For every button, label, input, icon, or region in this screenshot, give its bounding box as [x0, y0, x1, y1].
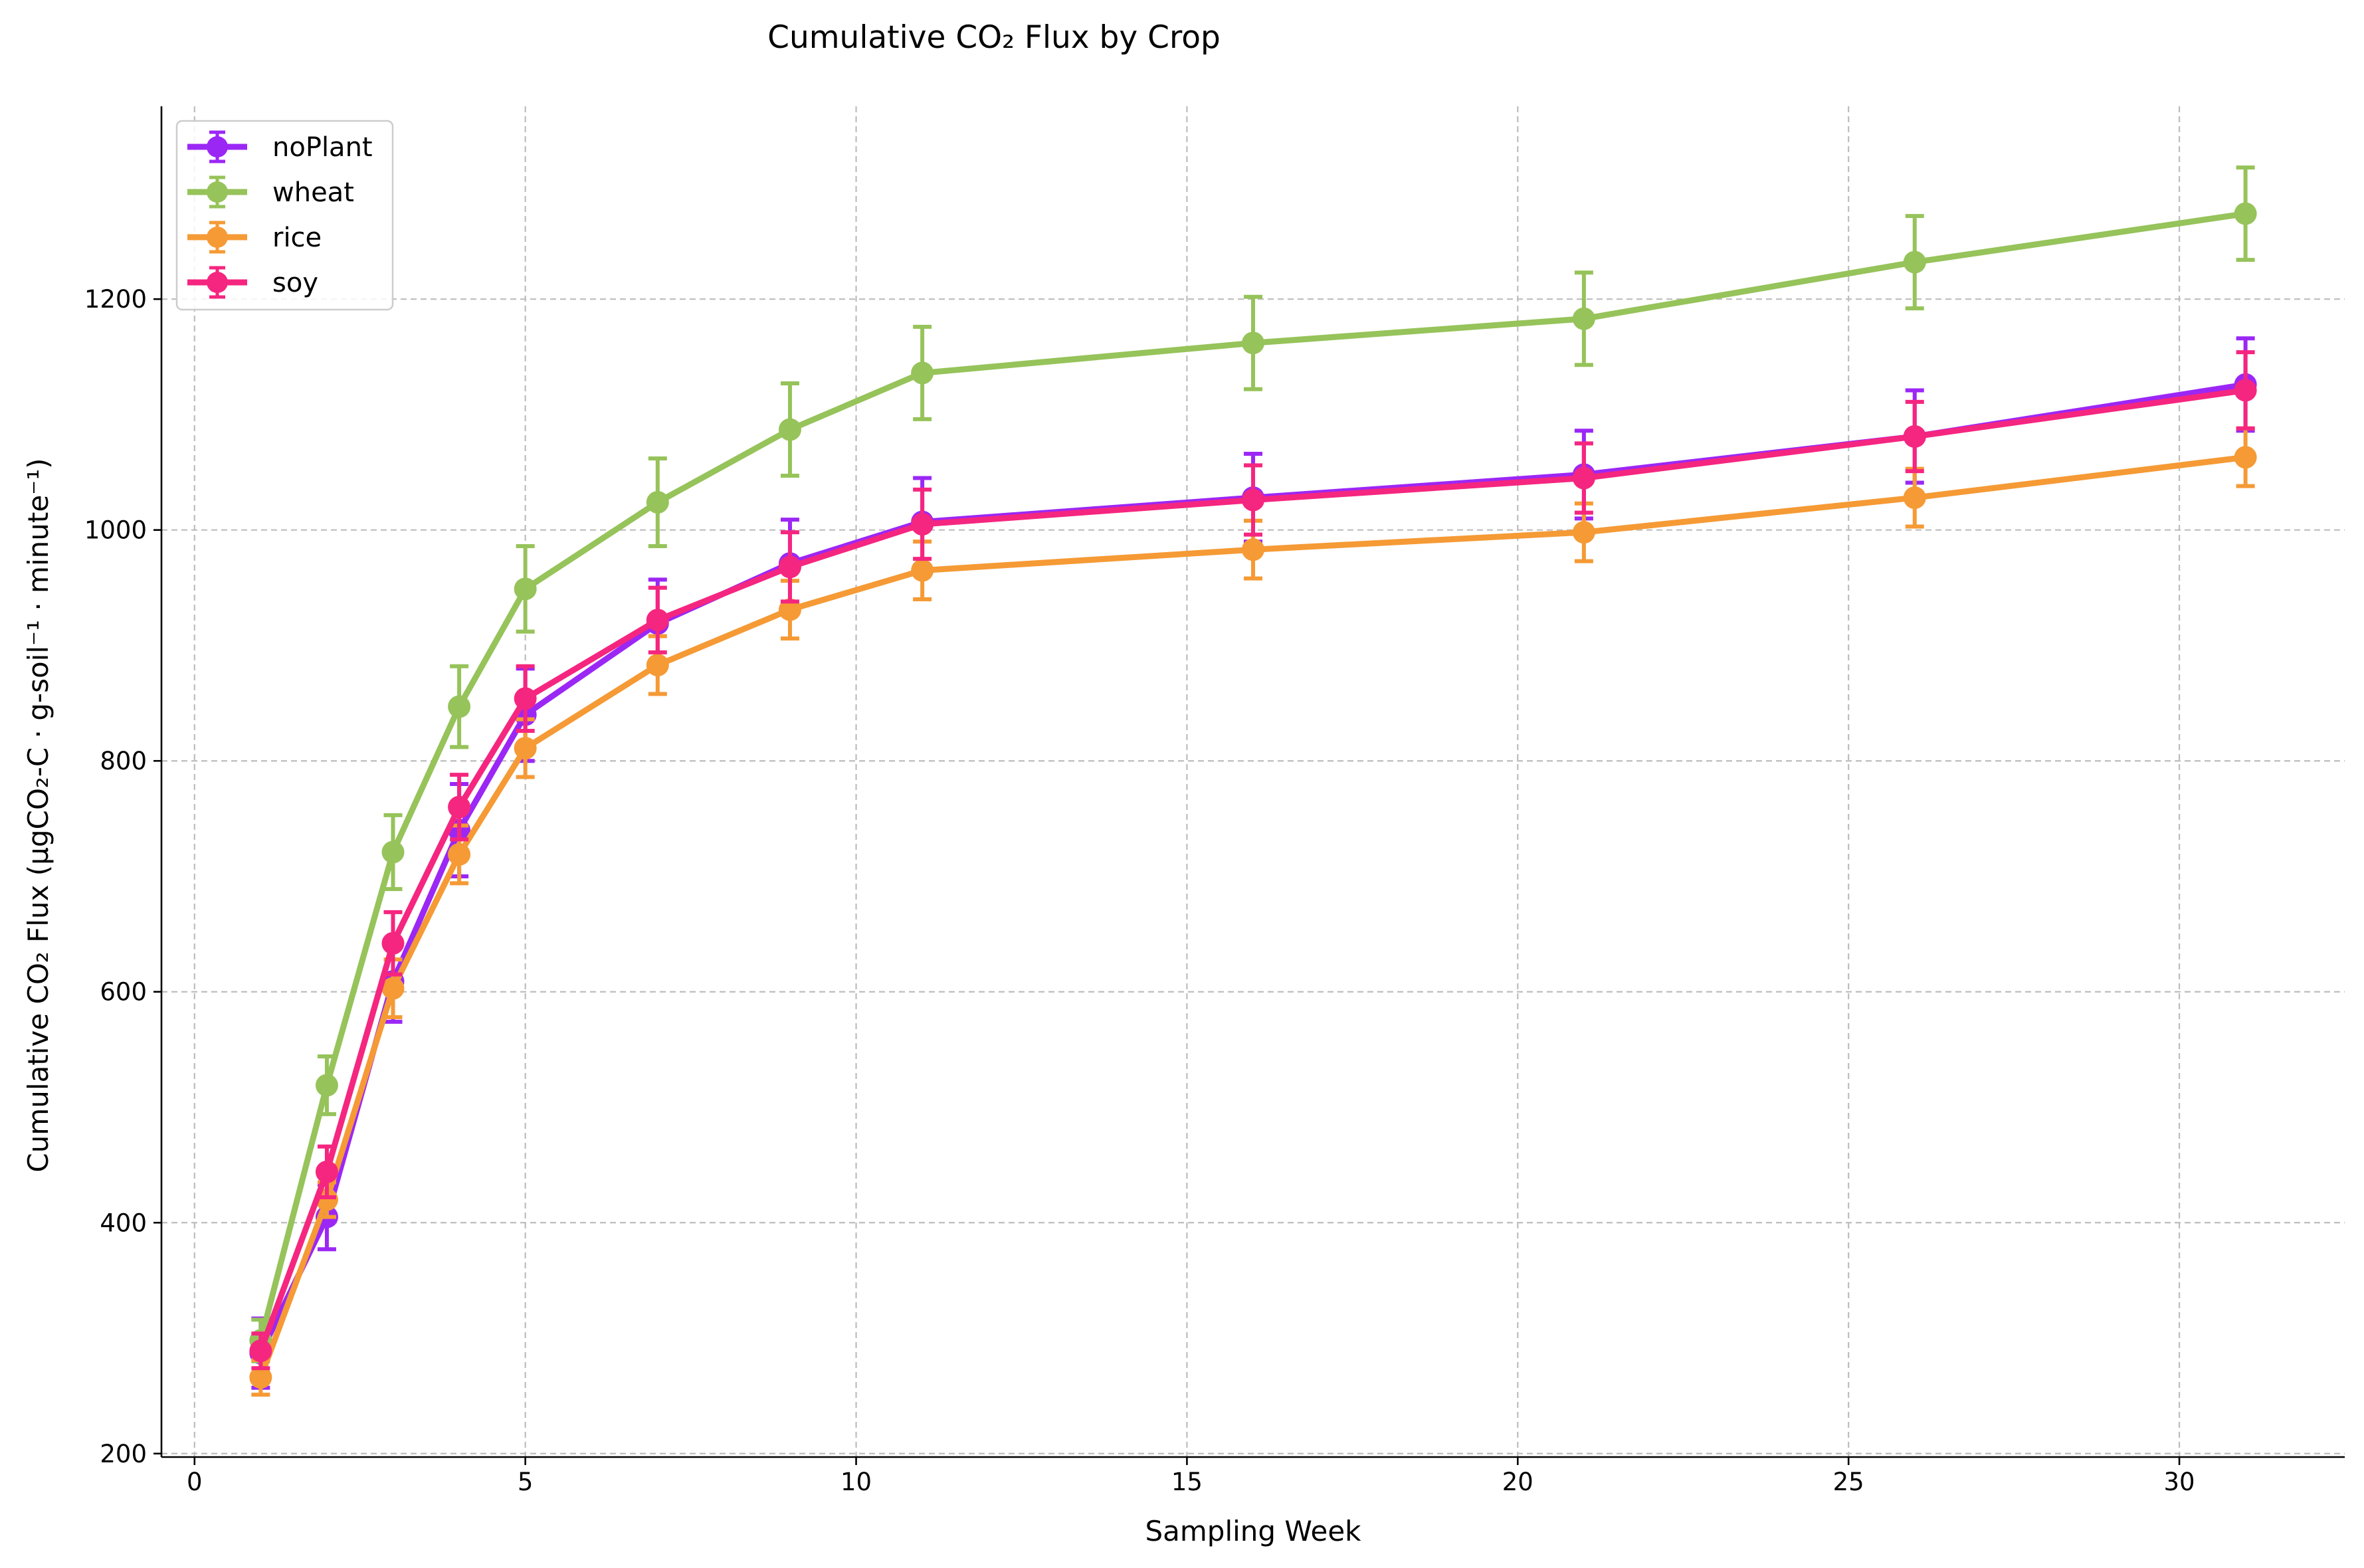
data-point: [911, 559, 934, 582]
data-point: [2234, 202, 2257, 225]
data-point: [778, 418, 801, 441]
data-point: [315, 1074, 338, 1097]
y-tick-label: 400: [100, 1209, 147, 1237]
legend: noPlant wheat rice soy: [175, 120, 394, 311]
y-axis-label: Cumulative CO₂ Flux (μgCO₂-C · g-soil⁻¹ …: [22, 458, 54, 1172]
data-point: [1242, 538, 1264, 561]
data-point: [1242, 488, 1264, 512]
legend-marker: [207, 181, 228, 203]
y-tick-label: 800: [100, 747, 147, 775]
y-tick-label: 200: [100, 1440, 147, 1468]
y-tick-label: 600: [100, 978, 147, 1007]
legend-label: soy: [272, 268, 318, 298]
legend-box: [175, 120, 394, 311]
data-point: [381, 931, 405, 955]
data-point: [514, 687, 537, 710]
series-line-wheat: [257, 211, 2249, 1344]
x-tick-label: 20: [1502, 1468, 1533, 1496]
data-point: [1242, 332, 1264, 355]
x-tick-label: 30: [2164, 1468, 2195, 1496]
y-tick-label: 1000: [84, 516, 147, 545]
y-tick-label: 1200: [84, 285, 147, 314]
legend-label: noPlant: [272, 132, 373, 163]
data-point: [315, 1160, 338, 1183]
data-point: [1572, 466, 1595, 490]
data-point: [911, 513, 934, 536]
data-point: [646, 609, 669, 632]
data-point: [381, 977, 405, 1000]
data-point: [911, 361, 934, 385]
data-point: [1572, 521, 1595, 544]
data-point: [778, 555, 801, 579]
data-point: [514, 737, 537, 760]
x-axis-label: Sampling Week: [1145, 1515, 1361, 1547]
series-soy: [249, 350, 2257, 1371]
data-point: [448, 842, 471, 866]
series-layer: [249, 165, 2257, 1397]
legend-marker: [207, 227, 228, 248]
series-line-soy: [257, 387, 2249, 1354]
legend-marker: [207, 272, 228, 293]
data-point: [448, 795, 471, 819]
legend-item-wheat: wheat: [187, 175, 354, 209]
x-tick-label: 15: [1171, 1468, 1203, 1496]
data-point: [2234, 379, 2257, 402]
data-point: [646, 490, 669, 514]
x-tick-label: 5: [518, 1468, 534, 1496]
data-point: [249, 1366, 272, 1389]
data-point: [514, 577, 537, 601]
x-tick-label: 25: [1833, 1468, 1864, 1496]
data-point: [249, 1339, 272, 1363]
chart-title: Cumulative CO₂ Flux by Crop: [767, 19, 1221, 56]
data-point: [778, 598, 801, 621]
data-point: [1903, 250, 1926, 274]
data-point: [1903, 425, 1926, 448]
data-point: [2234, 446, 2257, 469]
data-point: [1903, 486, 1926, 510]
legend-marker: [207, 136, 228, 157]
legend-label: wheat: [272, 177, 354, 208]
legend-item-soy: soy: [187, 266, 318, 299]
data-point: [381, 840, 405, 864]
x-tick-label: 10: [840, 1468, 872, 1496]
data-point: [646, 654, 669, 677]
data-point: [1572, 307, 1595, 330]
legend-item-rice: rice: [187, 221, 322, 254]
legend-label: rice: [272, 223, 322, 253]
legend-item-noPlant: noPlant: [187, 130, 373, 163]
x-tick-label: 0: [187, 1468, 203, 1496]
axes: 0 5 10 15 20 25 30 200 400 600 800 1000 1200: [84, 106, 2345, 1496]
series-wheat: [249, 165, 2257, 1363]
series-line-rice: [257, 454, 2249, 1381]
data-point: [448, 695, 471, 718]
